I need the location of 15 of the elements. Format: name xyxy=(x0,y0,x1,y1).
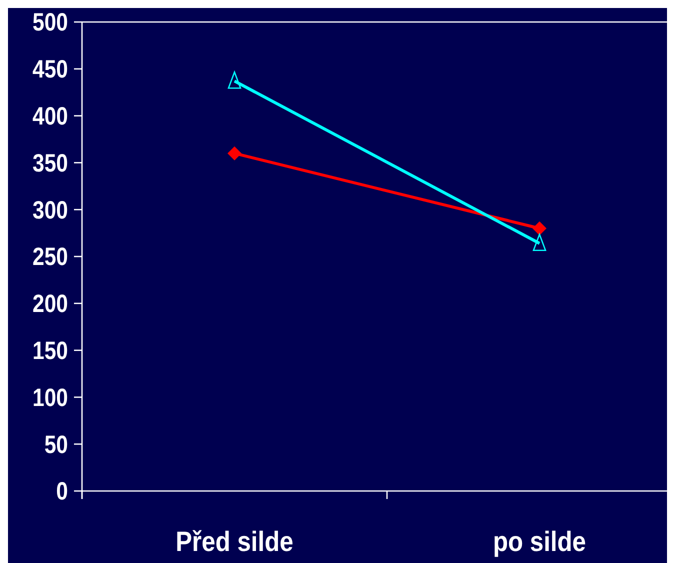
y-tick-label: 100 xyxy=(32,383,68,412)
point xyxy=(532,221,546,236)
y-tick-label: 350 xyxy=(32,148,68,177)
point xyxy=(228,146,242,160)
x-tick-label: po silde xyxy=(492,526,586,558)
y-tick-label: 200 xyxy=(32,290,68,318)
y-tick-label: 0 xyxy=(56,477,68,506)
x-tick-label: Před silde xyxy=(176,526,294,558)
y-tick-label: 450 xyxy=(32,55,68,84)
y-tick-label: 300 xyxy=(32,196,68,224)
y-tick-label: 50 xyxy=(44,430,68,458)
y-tick-label: 500 xyxy=(32,8,68,36)
y-tick-label: 250 xyxy=(32,242,68,271)
y-tick-label: 150 xyxy=(32,336,68,364)
y-tick-label: 400 xyxy=(32,102,68,130)
